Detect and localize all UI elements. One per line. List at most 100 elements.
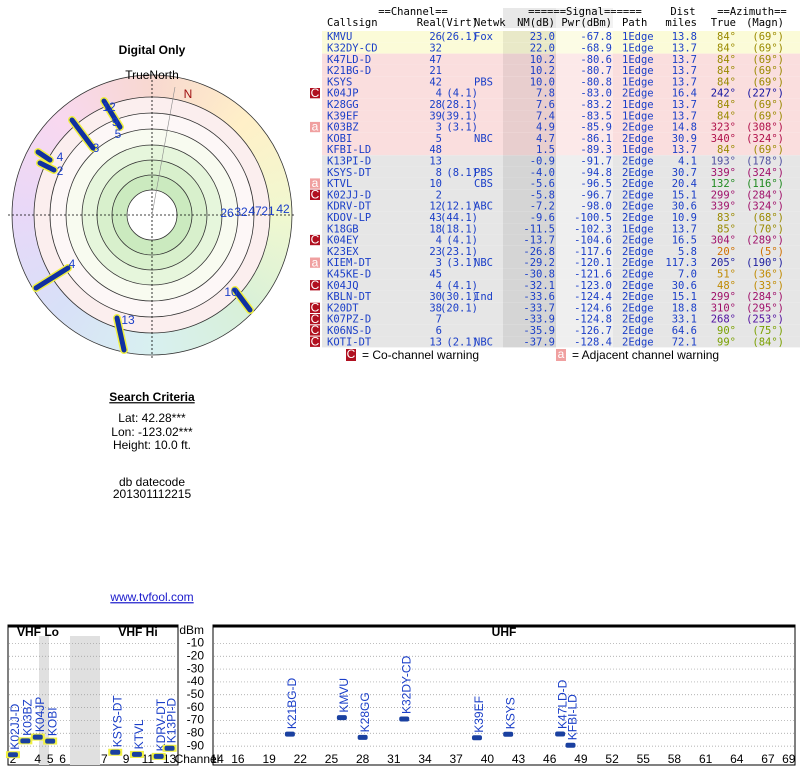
marker-label: 4 xyxy=(69,257,76,271)
marker-label: 42 xyxy=(276,202,290,216)
pwr-shade xyxy=(556,290,613,303)
cell: -104.6 xyxy=(574,235,612,247)
site-link[interactable]: www.tvfool.com xyxy=(109,590,193,604)
cell: 84° xyxy=(717,54,736,66)
cell: 99° xyxy=(717,336,736,348)
flag-box xyxy=(310,280,320,291)
cell: (178°) xyxy=(746,155,784,167)
pwr-shade xyxy=(556,223,613,235)
cell: 8 xyxy=(436,167,442,179)
cell: -86.1 xyxy=(580,133,612,145)
nm-shade xyxy=(503,144,556,156)
pwr-shade xyxy=(556,64,613,77)
flag: C xyxy=(311,86,320,100)
cell: 3 xyxy=(436,257,442,269)
row-bg xyxy=(322,234,800,246)
cell: KIEM-DT xyxy=(327,257,372,269)
pwr-shade xyxy=(556,98,613,111)
group-header: ==Channel== xyxy=(378,6,448,18)
panel-title: VHF Hi xyxy=(118,625,157,639)
flag-box xyxy=(310,88,320,99)
cell: 2Edge xyxy=(622,257,654,269)
nm-shade xyxy=(503,302,556,314)
cell: 7.8 xyxy=(536,88,555,100)
cell: 84° xyxy=(717,110,736,122)
cell: 7.6 xyxy=(536,99,555,111)
cell: -80.6 xyxy=(580,54,612,66)
cell: NBC xyxy=(474,336,493,348)
cell: 2Edge xyxy=(622,314,654,326)
y-tick-label: -20 xyxy=(187,648,205,662)
cell: (324°) xyxy=(746,133,784,145)
flag: C xyxy=(311,323,320,337)
cell: (116°) xyxy=(746,178,784,190)
cell: -68.9 xyxy=(580,42,612,54)
column-header: Pwr(dBm) xyxy=(561,17,612,29)
x-tick-label: 2 xyxy=(10,752,17,766)
row-bg xyxy=(322,211,800,224)
lon: Lon: -123.02*** xyxy=(111,425,193,439)
cell: (18.1) xyxy=(440,223,478,235)
pwr-shade xyxy=(556,313,613,325)
y-tick-label: -50 xyxy=(187,687,205,701)
cell: 1Edge xyxy=(622,223,654,235)
cell: (28.1) xyxy=(440,99,478,111)
pwr-shade xyxy=(556,302,613,314)
station-label: KSYS-DT xyxy=(110,695,124,748)
cell: 30.7 xyxy=(672,167,697,179)
pwr-shade xyxy=(556,257,613,269)
flag: C xyxy=(311,334,320,348)
nm-shade xyxy=(503,110,556,122)
x-tick-label: 49 xyxy=(574,752,588,766)
marker-label: 10 xyxy=(224,285,238,299)
cell: 15.1 xyxy=(672,189,697,201)
cell: (308°) xyxy=(746,122,784,134)
cell: 2Edge xyxy=(622,246,654,258)
cell: 20° xyxy=(717,246,736,258)
station-label: K28GG xyxy=(358,692,372,732)
station-label: K47LD-D xyxy=(555,679,569,729)
cell: -83.5 xyxy=(580,110,612,122)
nm-shade xyxy=(503,257,556,269)
cell: 38 xyxy=(429,302,442,314)
nm-shade xyxy=(503,336,556,348)
row-bg xyxy=(322,200,800,212)
pwr-shade xyxy=(556,189,613,201)
pwr-shade xyxy=(556,211,613,224)
row-bg xyxy=(322,144,800,156)
cell: 13.7 xyxy=(672,99,697,111)
cell: 42 xyxy=(429,76,442,88)
cell: 205° xyxy=(711,257,736,269)
row-bg xyxy=(322,245,800,257)
x-tick-label: 69 xyxy=(782,752,796,766)
cell: (69°) xyxy=(752,31,784,43)
cell: -123.0 xyxy=(574,280,612,292)
column-header: Callsign xyxy=(327,17,378,29)
cell: K13PI-D xyxy=(327,155,371,167)
x-tick-label: 31 xyxy=(387,752,401,766)
cell: 1Edge xyxy=(622,76,654,88)
x-tick-label: 16 xyxy=(231,752,245,766)
marker-bar xyxy=(35,149,53,163)
cell: 64.6 xyxy=(672,325,697,337)
cell: 48° xyxy=(717,280,736,292)
cell: 2 xyxy=(436,189,442,201)
cell: 1.5 xyxy=(536,144,555,156)
cell: (12.1) xyxy=(440,201,478,213)
cell: 90° xyxy=(717,325,736,337)
cell: 4 xyxy=(436,88,442,100)
marker-bar xyxy=(33,265,71,291)
nm-shade xyxy=(503,76,556,88)
cell: (70°) xyxy=(752,223,784,235)
row-bg xyxy=(322,177,800,190)
lat: Lat: 42.28*** xyxy=(118,411,186,425)
cell: 2Edge xyxy=(622,302,654,314)
flag-box xyxy=(310,189,320,200)
cell: -33.9 xyxy=(523,314,555,326)
db-code: 201301112215 xyxy=(113,487,192,501)
panel-title: VHF Lo xyxy=(17,625,59,639)
x-tick-label: 37 xyxy=(450,752,464,766)
cell: K03BZ xyxy=(327,122,359,134)
y-tick-label: -10 xyxy=(187,636,205,650)
marker-bar xyxy=(37,160,57,173)
